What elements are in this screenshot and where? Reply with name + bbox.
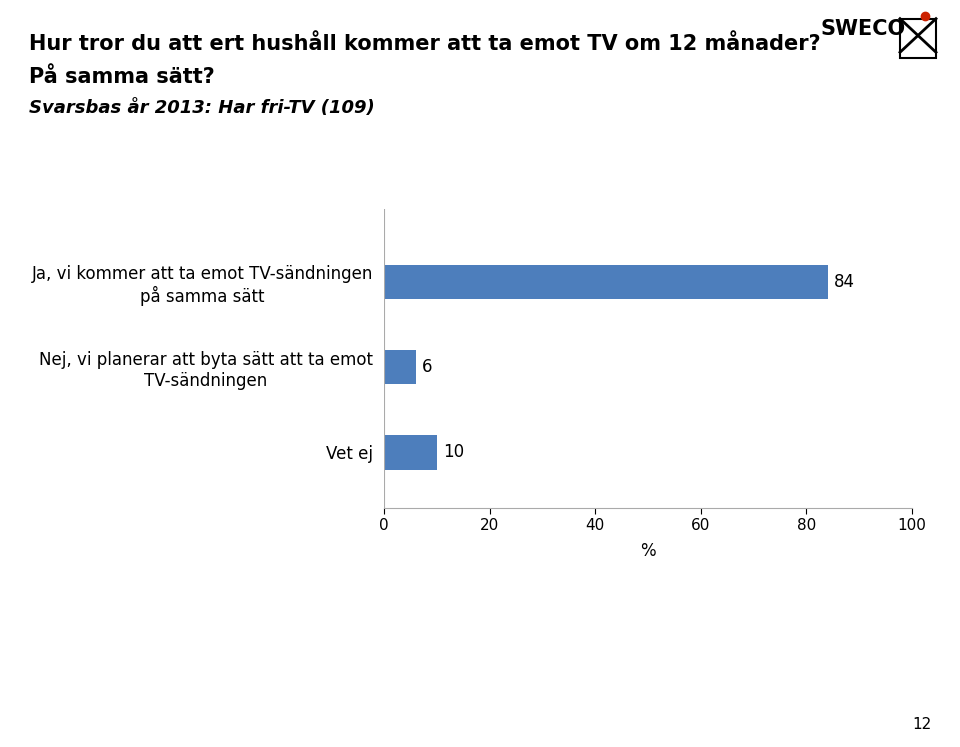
Bar bbox=[384, 436, 437, 470]
Text: 84: 84 bbox=[834, 273, 854, 291]
Text: 10: 10 bbox=[444, 444, 465, 462]
Text: 12: 12 bbox=[912, 717, 931, 732]
Text: 6: 6 bbox=[422, 358, 433, 376]
Bar bbox=[900, 19, 936, 58]
Bar bbox=[384, 264, 828, 299]
Text: På samma sätt?: På samma sätt? bbox=[29, 67, 214, 87]
Text: SWECO: SWECO bbox=[821, 19, 906, 39]
X-axis label: %: % bbox=[640, 542, 656, 560]
Text: Svarsbas år 2013: Har fri-TV (109): Svarsbas år 2013: Har fri-TV (109) bbox=[29, 99, 374, 117]
Text: Hur tror du att ert hushåll kommer att ta emot TV om 12 månader?: Hur tror du att ert hushåll kommer att t… bbox=[29, 34, 821, 54]
Bar bbox=[384, 350, 416, 384]
